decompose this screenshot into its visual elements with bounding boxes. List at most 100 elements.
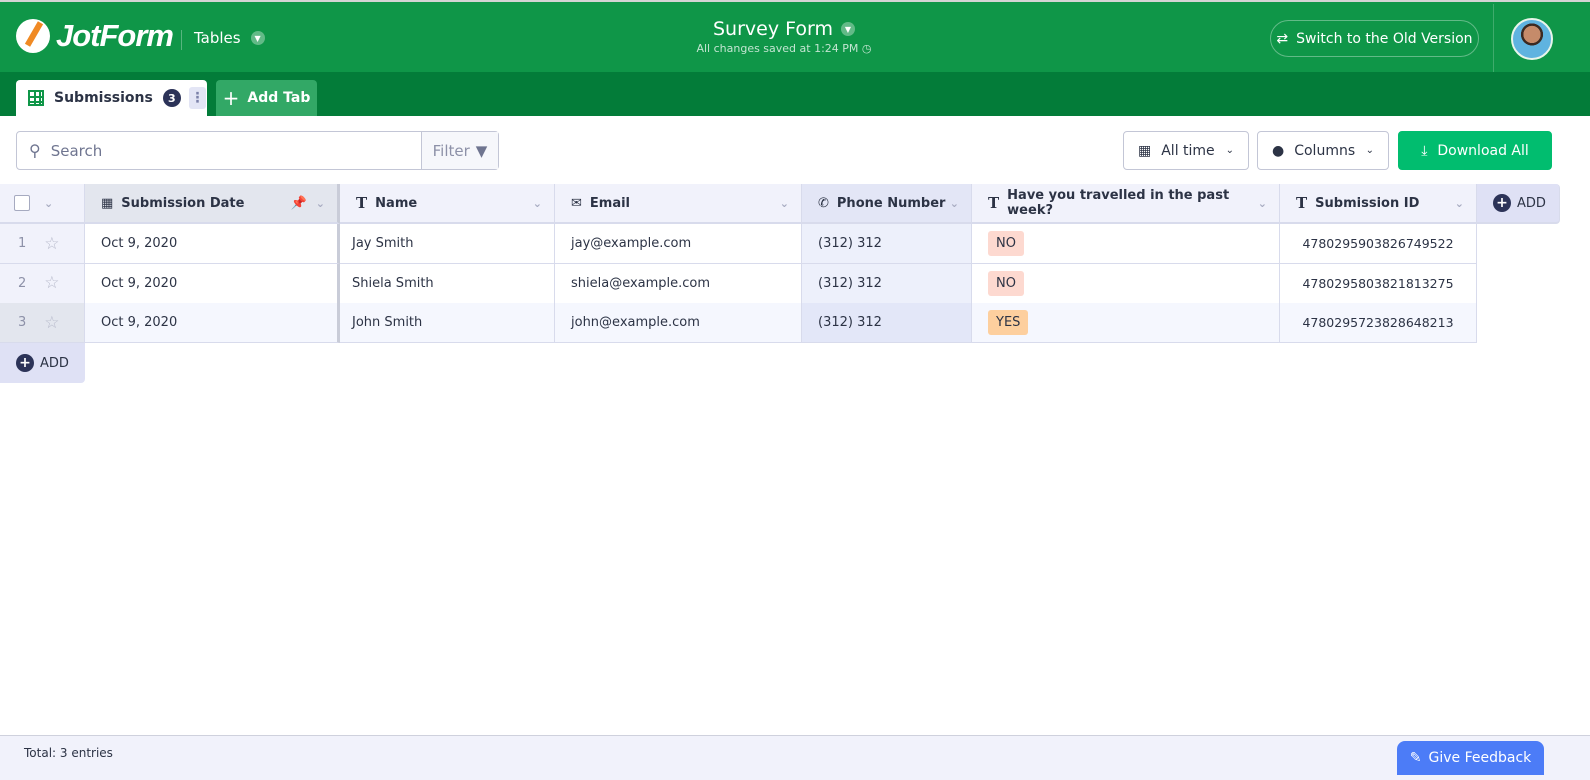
- search-input[interactable]: ⚲ Search: [17, 132, 421, 169]
- eye-icon: ●: [1272, 142, 1285, 159]
- answer-tag: NO: [988, 270, 1024, 296]
- chevron-down-icon[interactable]: ⌄: [44, 196, 54, 210]
- column-header-email[interactable]: ✉ Email ⌄: [555, 184, 802, 224]
- star-icon[interactable]: ☆: [44, 312, 60, 333]
- cell-submission-id[interactable]: 4780295723828648213: [1280, 303, 1477, 344]
- cell-name[interactable]: John Smith: [340, 303, 555, 344]
- funnel-icon: ▼: [475, 141, 488, 160]
- cell-submission-id[interactable]: 4780295903826749522: [1280, 224, 1477, 264]
- table-header: ⌄ ▦ Submission Date 📌 ⌄ T Name ⌄ ✉ Email ⌄ ✆ Pho…: [0, 184, 1560, 224]
- avatar[interactable]: [1511, 18, 1553, 60]
- column-header-submission-id[interactable]: T Submission ID ⌄: [1280, 184, 1477, 224]
- save-status-text: All changes saved at 1:24 PM: [696, 42, 859, 55]
- cell-email[interactable]: jay@example.com: [555, 224, 802, 264]
- total-entries: Total: 3 entries: [24, 746, 113, 760]
- add-row-button[interactable]: + ADD: [0, 343, 85, 383]
- column-label: Name: [375, 195, 418, 211]
- select-all: ⌄: [0, 184, 85, 224]
- more-options-icon[interactable]: ⋮: [188, 87, 206, 109]
- cell-name[interactable]: Shiela Smith: [340, 263, 555, 304]
- switch-old-version-button[interactable]: ⇄ Switch to the Old Version: [1270, 20, 1479, 57]
- row-controls: 3 ☆: [0, 303, 85, 344]
- cell-submission-date[interactable]: Oct 9, 2020: [85, 263, 340, 304]
- search-bar: ⚲ Search Filter ▼: [16, 131, 499, 170]
- count-badge: 3: [162, 89, 181, 107]
- add-column-label: ADD: [1517, 195, 1546, 211]
- divider: [181, 30, 182, 50]
- date-range-dropdown[interactable]: ▦ All time ⌄: [1123, 131, 1249, 170]
- cell-travelled[interactable]: NO: [972, 263, 1280, 304]
- table-row[interactable]: 2 ☆ Oct 9, 2020 Shiela Smith shiela@examp…: [0, 263, 1477, 304]
- row-number: 1: [18, 236, 27, 251]
- text-icon: T: [356, 194, 368, 212]
- column-label: Have you travelled in the past week?: [1007, 188, 1230, 218]
- column-header-travelled[interactable]: T Have you travelled in the past week? ⌄: [972, 184, 1280, 224]
- download-label: Download All: [1437, 142, 1529, 159]
- row-number: 3: [18, 315, 27, 331]
- chevron-down-icon[interactable]: ⌄: [1454, 196, 1464, 210]
- column-header-name[interactable]: T Name ⌄: [340, 184, 555, 224]
- top-bar: JotForm Tables ▼ Survey Form ▼ All change…: [0, 0, 1590, 74]
- cell-phone[interactable]: (312) 312: [802, 224, 972, 264]
- chevron-down-icon[interactable]: ⌄: [1257, 196, 1267, 210]
- chevron-down-icon[interactable]: ⌄: [532, 196, 542, 210]
- logo-text: JotForm: [56, 18, 174, 53]
- product-switcher[interactable]: Tables ▼: [194, 29, 265, 47]
- star-icon[interactable]: ☆: [44, 273, 60, 294]
- select-all-checkbox[interactable]: [14, 195, 30, 211]
- columns-dropdown[interactable]: ● Columns ⌄: [1257, 131, 1389, 170]
- tab-label: Submissions: [54, 90, 153, 106]
- search-placeholder: Search: [50, 141, 103, 160]
- divider: [1493, 4, 1494, 74]
- cell-phone[interactable]: (312) 312: [802, 263, 972, 304]
- chevron-down-icon: ▼: [250, 31, 265, 45]
- logo-icon: [16, 19, 50, 53]
- cell-email[interactable]: john@example.com: [555, 303, 802, 344]
- column-label: Email: [589, 195, 631, 211]
- cell-travelled[interactable]: YES: [972, 303, 1280, 344]
- tab-submissions[interactable]: Submissions 3 ⋮: [16, 80, 207, 116]
- cell-email[interactable]: shiela@example.com: [555, 263, 802, 304]
- add-tab-label: Add Tab: [247, 90, 311, 106]
- chevron-down-icon[interactable]: ⌄: [315, 196, 325, 210]
- save-status: All changes saved at 1:24 PM ◷: [0, 42, 1568, 55]
- cell-submission-id[interactable]: 4780295803821813275: [1280, 263, 1477, 304]
- switch-label: Switch to the Old Version: [1296, 30, 1473, 47]
- cell-travelled[interactable]: NO: [972, 224, 1280, 264]
- column-label: Phone Number: [836, 195, 946, 211]
- calendar-icon: ▦: [101, 195, 114, 211]
- text-icon: T: [988, 194, 1000, 212]
- jotform-logo[interactable]: JotForm: [16, 18, 174, 54]
- add-row[interactable]: + ADD: [0, 343, 85, 383]
- cell-submission-date[interactable]: Oct 9, 2020: [85, 224, 340, 264]
- cell-phone[interactable]: (312) 312: [802, 303, 972, 344]
- row-controls: 1 ☆: [0, 224, 85, 264]
- answer-tag: YES: [988, 310, 1029, 336]
- form-title-text: Survey Form: [713, 18, 833, 40]
- cell-submission-date[interactable]: Oct 9, 2020: [85, 303, 340, 344]
- chevron-down-icon[interactable]: ⌄: [949, 196, 959, 210]
- table-row[interactable]: 3 ☆ Oct 9, 2020 John Smith john@example.c…: [0, 303, 1477, 344]
- columns-label: Columns: [1294, 142, 1356, 159]
- tab-bar: Submissions 3 ⋮ + Add Tab: [0, 72, 1590, 116]
- cell-name[interactable]: Jay Smith: [340, 224, 555, 264]
- plus-icon: +: [1493, 194, 1511, 212]
- clock-icon: ◷: [861, 42, 872, 55]
- product-label: Tables: [194, 29, 241, 47]
- form-title[interactable]: Survey Form ▼: [713, 18, 855, 40]
- table-row[interactable]: 1 ☆ Oct 9, 2020 Jay Smith jay@example.com…: [0, 224, 1477, 264]
- add-tab-button[interactable]: + Add Tab: [216, 80, 317, 116]
- row-number: 2: [18, 275, 27, 291]
- add-column-button[interactable]: + ADD: [1477, 184, 1560, 224]
- download-all-button[interactable]: ⤓ Download All: [1398, 131, 1552, 170]
- star-icon[interactable]: ☆: [44, 233, 60, 254]
- column-header-submission-date[interactable]: ▦ Submission Date 📌 ⌄: [85, 184, 340, 224]
- filter-button[interactable]: Filter ▼: [421, 132, 498, 169]
- column-label: Submission Date: [121, 195, 245, 211]
- column-header-phone[interactable]: ✆ Phone Number ⌄: [802, 184, 972, 224]
- chevron-down-icon[interactable]: ⌄: [779, 196, 789, 210]
- answer-tag: NO: [988, 231, 1024, 256]
- search-icon: ⚲: [29, 141, 41, 160]
- pin-icon[interactable]: 📌: [290, 195, 307, 211]
- give-feedback-button[interactable]: ✎ Give Feedback: [1397, 741, 1544, 775]
